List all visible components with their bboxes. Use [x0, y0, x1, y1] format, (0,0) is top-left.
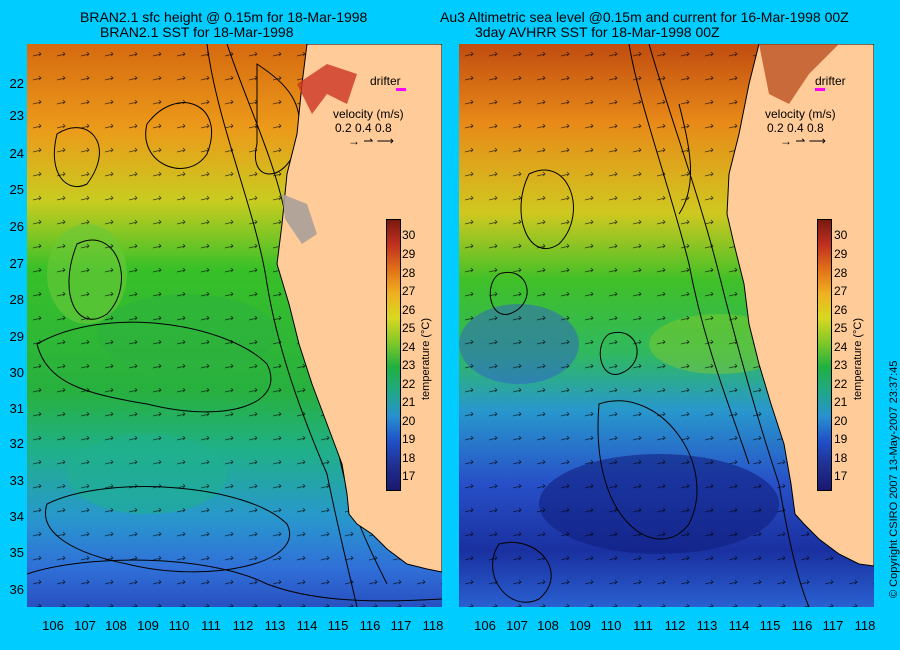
colorbar-tick: 26 [834, 303, 848, 317]
right-sea-level-contours [489, 44, 810, 607]
right-drifter-label: drifter [815, 74, 846, 88]
lat-label: 26 [9, 219, 24, 234]
lon-label: 117 [822, 618, 844, 633]
left-drifter-marker [396, 88, 406, 91]
colorbar-tick: 23 [834, 358, 848, 372]
lat-label: 30 [9, 365, 24, 380]
lon-label: 107 [506, 618, 528, 633]
lon-label: 116 [791, 618, 813, 633]
lon-label: 111 [201, 618, 221, 633]
right-colorbar-title: temperature (°C) [852, 317, 864, 400]
lat-label: 27 [9, 256, 24, 271]
colorbar-tick: 20 [834, 414, 848, 428]
lat-label: 34 [9, 509, 24, 524]
lon-label: 115 [759, 618, 781, 633]
right-velocity-label: velocity (m/s) [765, 107, 836, 121]
lat-label: 24 [9, 146, 24, 161]
right-panel-subtitle: 3day AVHRR SST for 18-Mar-1998 00Z [475, 24, 720, 40]
right-panel-title: Au3 Altimetric sea level @0.15m and curr… [440, 9, 849, 25]
lat-label: 36 [9, 582, 24, 597]
left-sst-map[interactable] [27, 44, 442, 607]
colorbar-tick: 19 [402, 432, 416, 446]
colorbar-tick: 19 [834, 432, 848, 446]
lon-label: 112 [232, 618, 254, 633]
colorbar-tick: 18 [834, 451, 848, 465]
lon-label: 117 [390, 618, 412, 633]
lat-label: 28 [9, 292, 24, 307]
left-panel-title: BRAN2.1 sfc height @ 0.15m for 18-Mar-19… [80, 9, 368, 25]
colorbar-tick: 25 [402, 321, 416, 335]
lat-label: 35 [9, 545, 24, 560]
left-velocity-label: velocity (m/s) [333, 107, 404, 121]
lon-label: 111 [633, 618, 653, 633]
colorbar-tick: 27 [834, 284, 848, 298]
left-velocity-arrows: → ⇀ ⟶ [348, 134, 394, 148]
lat-label: 23 [9, 108, 24, 123]
left-panel-subtitle: BRAN2.1 SST for 18-Mar-1998 [100, 24, 294, 40]
lon-label: 113 [696, 618, 718, 633]
colorbar-tick: 17 [402, 469, 416, 483]
lon-label: 114 [728, 618, 750, 633]
colorbar-tick: 23 [402, 358, 416, 372]
lat-label: 25 [9, 182, 24, 197]
lon-label: 109 [137, 618, 159, 633]
right-drifter-marker [815, 88, 825, 91]
lon-label: 109 [569, 618, 591, 633]
lon-label: 118 [854, 618, 876, 633]
colorbar-tick: 18 [402, 451, 416, 465]
left-velocity-scale: 0.2 0.4 0.8 [335, 121, 392, 135]
lon-label: 113 [264, 618, 286, 633]
right-map-canvas [459, 44, 874, 607]
colorbar-tick: 28 [402, 266, 416, 280]
colorbar-tick: 21 [834, 395, 848, 409]
lon-label: 107 [74, 618, 96, 633]
colorbar-tick: 29 [402, 247, 416, 261]
colorbar-tick: 28 [834, 266, 848, 280]
right-velocity-arrows: → ⇀ ⟶ [780, 134, 826, 148]
right-sst-map[interactable] [459, 44, 874, 607]
lon-label: 110 [600, 618, 622, 633]
colorbar-tick: 20 [402, 414, 416, 428]
colorbar-tick: 22 [834, 377, 848, 391]
copyright-text: © Copyright CSIRO 2007 13-May-2007 23:37… [888, 360, 900, 598]
right-colorbar [817, 219, 832, 491]
right-land-mass [726, 44, 874, 567]
colorbar-tick: 30 [402, 228, 416, 242]
colorbar-tick: 17 [834, 469, 848, 483]
left-map-canvas [27, 44, 442, 607]
lon-label: 118 [422, 618, 444, 633]
colorbar-tick: 24 [402, 340, 416, 354]
lon-label: 114 [296, 618, 318, 633]
left-drifter-label: drifter [370, 74, 401, 88]
lat-label: 33 [9, 473, 24, 488]
colorbar-tick: 22 [402, 377, 416, 391]
lon-label: 110 [168, 618, 190, 633]
lon-label: 106 [474, 618, 496, 633]
lon-label: 106 [42, 618, 64, 633]
lon-label: 115 [327, 618, 349, 633]
colorbar-tick: 27 [402, 284, 416, 298]
lat-label: 31 [9, 401, 24, 416]
lon-label: 108 [105, 618, 127, 633]
lat-label: 22 [9, 76, 24, 91]
colorbar-tick: 29 [834, 247, 848, 261]
right-velocity-scale: 0.2 0.4 0.8 [767, 121, 824, 135]
colorbar-tick: 30 [834, 228, 848, 242]
left-colorbar-title: temperature (°C) [420, 317, 432, 400]
colorbar-tick: 26 [402, 303, 416, 317]
colorbar-tick: 25 [834, 321, 848, 335]
colorbar-tick: 21 [402, 395, 416, 409]
lat-label: 29 [9, 329, 24, 344]
left-colorbar [386, 219, 401, 491]
lon-label: 112 [664, 618, 686, 633]
lon-label: 116 [359, 618, 381, 633]
lon-label: 108 [537, 618, 559, 633]
lat-label: 32 [9, 436, 24, 451]
colorbar-tick: 24 [834, 340, 848, 354]
